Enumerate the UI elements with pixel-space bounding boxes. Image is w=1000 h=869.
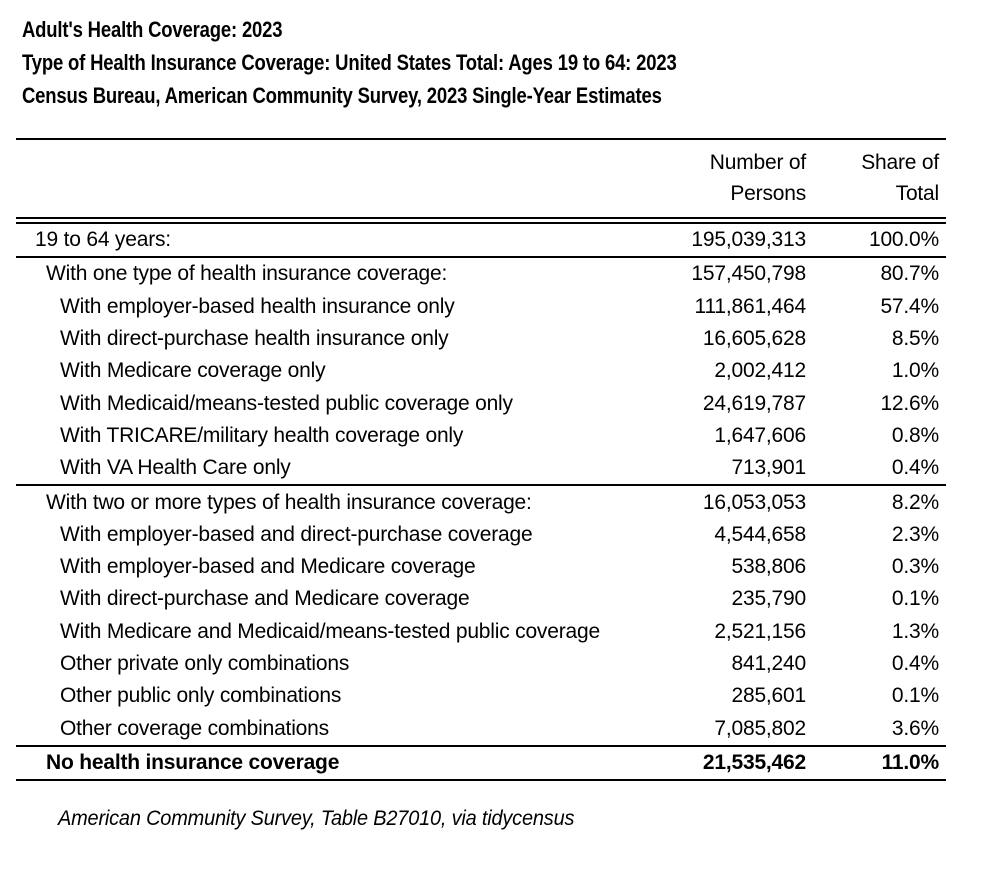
title-block: Adult's Health Coverage: 2023 Type of He… — [0, 0, 1000, 112]
table-row-other-public: Other public only combinations 285,601 0… — [16, 680, 946, 712]
row-share: 3.6% — [891, 716, 939, 740]
row-label: With Medicare and Medicaid/means-tested … — [60, 619, 600, 643]
row-share: 0.3% — [891, 555, 939, 579]
row-label: Other private only combinations — [60, 652, 350, 675]
row-label: Other coverage combinations — [60, 716, 329, 740]
row-share: 100.0% — [868, 228, 939, 252]
row-label: With VA Health Care only — [60, 456, 291, 480]
table-row-one-type-group: With one type of health insurance covera… — [16, 258, 946, 290]
row-label: With direct-purchase health insurance on… — [60, 327, 449, 351]
row-share: 1.0% — [891, 359, 939, 383]
row-share: 57.4% — [880, 294, 939, 318]
row-label: With two or more types of health insuran… — [46, 490, 532, 514]
column-header-number-of-persons: Number of Persons — [709, 151, 806, 205]
coverage-table: Number of Persons Share of Total 19 to 6… — [16, 138, 946, 782]
table-row-tricare-only: With TRICARE/military health coverage on… — [16, 420, 946, 452]
row-share: 1.3% — [891, 619, 939, 643]
page-subtitle: Type of Health Insurance Coverage: Unite… — [22, 50, 677, 75]
row-label: With employer-based and Medicare coverag… — [60, 555, 476, 579]
row-number: 538,806 — [731, 555, 806, 579]
table-row-total-19-to-64: 19 to 64 years: 195,039,313 100.0% — [16, 224, 946, 259]
row-number: 2,521,156 — [714, 619, 806, 643]
page-source-title: Census Bureau, American Community Survey… — [22, 83, 662, 108]
row-label: With employer-based and direct-purchase … — [60, 522, 533, 546]
row-share: 0.1% — [891, 684, 939, 708]
row-label: Other public only combinations — [60, 684, 342, 708]
row-share: 80.7% — [880, 262, 939, 286]
row-number: 285,601 — [731, 684, 806, 708]
table-header: Number of Persons Share of Total — [16, 140, 946, 217]
table-row-other-private: Other private only combinations 841,240 … — [16, 648, 946, 680]
row-share: 8.2% — [891, 490, 939, 514]
row-share: 0.1% — [891, 587, 939, 611]
row-label: With Medicaid/means-tested public covera… — [60, 391, 513, 415]
table-row-medicare-only: With Medicare coverage only 2,002,412 1.… — [16, 355, 946, 387]
table-row-direct-medicare: With direct-purchase and Medicare covera… — [16, 583, 946, 615]
table-row-va-only: With VA Health Care only 713,901 0.4% — [16, 452, 946, 487]
table-row-no-coverage: No health insurance coverage 21,535,462 … — [16, 747, 946, 782]
row-number: 4,544,658 — [714, 522, 806, 546]
row-number: 195,039,313 — [691, 228, 806, 252]
header-double-rule — [16, 217, 946, 224]
row-label: With one type of health insurance covera… — [46, 262, 448, 286]
table-row-employer-medicare: With employer-based and Medicare coverag… — [16, 551, 946, 583]
table-row-other-combinations: Other coverage combinations 7,085,802 3.… — [16, 712, 946, 747]
row-number: 1,647,606 — [714, 423, 806, 447]
row-number: 111,861,464 — [694, 294, 807, 318]
row-number: 7,085,802 — [714, 716, 806, 740]
row-label: 19 to 64 years: — [35, 228, 171, 252]
row-label: With employer-based health insurance onl… — [60, 294, 455, 318]
row-number: 16,053,053 — [702, 490, 806, 514]
row-share: 0.8% — [891, 423, 939, 447]
row-number: 16,605,628 — [702, 327, 806, 351]
row-share: 0.4% — [891, 652, 939, 675]
row-number: 21,535,462 — [702, 750, 806, 774]
row-label: With TRICARE/military health coverage on… — [60, 423, 464, 447]
row-share: 0.4% — [891, 456, 939, 480]
row-number: 2,002,412 — [714, 359, 806, 383]
source-note: American Community Survey, Table B27010,… — [58, 807, 575, 831]
table-row-medicaid-only: With Medicaid/means-tested public covera… — [16, 387, 946, 419]
table-row-employer-only: With employer-based health insurance onl… — [16, 291, 946, 323]
row-share: 8.5% — [891, 327, 939, 351]
row-share: 12.6% — [880, 391, 939, 415]
table-row-direct-purchase-only: With direct-purchase health insurance on… — [16, 323, 946, 355]
row-number: 24,619,787 — [702, 391, 806, 415]
row-share: 2.3% — [891, 522, 939, 546]
row-label: With Medicare coverage only — [60, 359, 326, 383]
table-row-two-or-more-group: With two or more types of health insuran… — [16, 486, 946, 518]
row-label: With direct-purchase and Medicare covera… — [60, 587, 470, 611]
row-number: 713,901 — [731, 456, 806, 480]
row-share: 11.0% — [881, 750, 940, 774]
row-number: 157,450,798 — [691, 262, 806, 286]
table-row-medicare-medicaid: With Medicare and Medicaid/means-tested … — [16, 616, 946, 648]
column-header-share-of-total: Share of Total — [861, 151, 939, 205]
table-row-employer-direct: With employer-based and direct-purchase … — [16, 519, 946, 551]
row-label: No health insurance coverage — [46, 750, 340, 774]
page-title: Adult's Health Coverage: 2023 — [22, 17, 283, 42]
row-number: 841,240 — [731, 652, 806, 675]
row-number: 235,790 — [731, 587, 806, 611]
